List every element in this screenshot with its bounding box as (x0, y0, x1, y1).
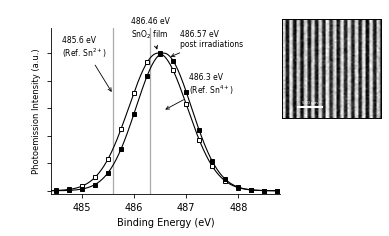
Text: 500 nm: 500 nm (302, 101, 318, 105)
X-axis label: Binding Energy (eV): Binding Energy (eV) (117, 218, 214, 228)
Text: 486.46 eV
SnO$_2$ film: 486.46 eV SnO$_2$ film (131, 17, 170, 49)
Y-axis label: Photoemission Intensity (a.u.): Photoemission Intensity (a.u.) (32, 48, 41, 174)
Text: 486.57 eV
post irradiations: 486.57 eV post irradiations (171, 30, 243, 57)
Text: 485.6 eV
(Ref. Sn$^{2+}$): 485.6 eV (Ref. Sn$^{2+}$) (62, 35, 111, 91)
Text: 486.3 eV
(Ref. Sn$^{4+}$): 486.3 eV (Ref. Sn$^{4+}$) (166, 73, 234, 109)
